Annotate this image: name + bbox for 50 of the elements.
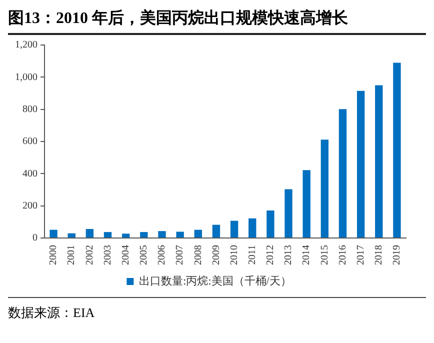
bar: [248, 218, 256, 238]
x-tick-label: 2001: [66, 245, 78, 265]
x-tick-label: 2000: [48, 245, 60, 265]
bar: [176, 232, 184, 238]
legend-label: 出口数量:丙烷:美国（千桶/天）: [139, 274, 292, 288]
x-tick-label: 2012: [265, 245, 276, 265]
bar: [212, 224, 220, 238]
x-tick-label: 2004: [120, 245, 132, 265]
bar: [338, 109, 347, 238]
x-tick-label: 2002: [84, 245, 96, 265]
y-tick-label: 600: [22, 136, 38, 148]
bar: [68, 233, 76, 238]
x-tick-label: 2014: [301, 245, 312, 265]
x-tick-label: 2019: [392, 245, 403, 265]
x-tick-label: 2017: [355, 245, 366, 265]
bar: [266, 210, 274, 238]
x-tick-label: 2016: [337, 245, 348, 265]
x-tick-label: 2013: [283, 245, 294, 265]
x-tick-label: 2007: [174, 245, 186, 265]
x-tick-label: 2003: [102, 245, 114, 265]
bar: [320, 140, 329, 238]
y-tick-label: 1,000: [15, 72, 38, 83]
bar: [86, 228, 94, 238]
source-note: 数据来源：EIA: [8, 304, 96, 322]
x-tick-label: 2010: [228, 245, 240, 265]
y-tick-label: 400: [22, 168, 38, 180]
x-tick-label: 2015: [319, 245, 330, 265]
bar: [50, 230, 58, 238]
bar: [194, 230, 202, 238]
bar: [302, 170, 310, 238]
bar: [356, 90, 365, 238]
bar: [140, 232, 148, 238]
bar: [122, 234, 130, 238]
x-tick-label: 2009: [210, 245, 222, 265]
y-tick-label: 1,200: [15, 40, 38, 51]
x-tick-label: 2005: [138, 245, 150, 265]
x-tick-label: 2008: [192, 245, 204, 265]
bar: [158, 231, 166, 238]
y-tick-label: 800: [22, 104, 38, 115]
y-tick-label: 200: [22, 200, 38, 212]
chart-title: 图13：2010 年后，美国丙烷出口规模快速高增长: [8, 8, 426, 35]
bar: [104, 232, 112, 238]
bar: [230, 220, 238, 238]
x-tick-label: 2006: [156, 245, 168, 265]
bar: [393, 62, 401, 238]
bar: [284, 189, 292, 238]
bar: [375, 85, 383, 238]
y-tick-label: 0: [32, 232, 38, 244]
x-tick-label: 2011: [246, 245, 258, 265]
x-tick-label: 2018: [374, 245, 385, 265]
